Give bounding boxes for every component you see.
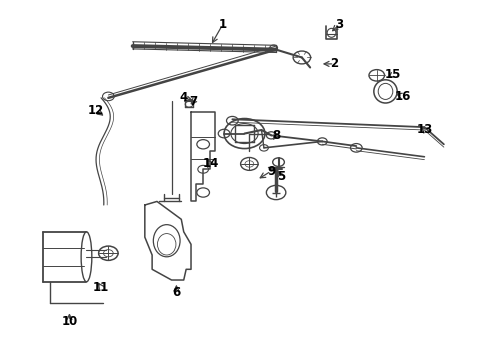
Text: 7: 7 (189, 95, 197, 108)
Text: 16: 16 (393, 90, 410, 103)
Text: 11: 11 (93, 281, 109, 294)
Text: 15: 15 (384, 68, 400, 81)
Text: 3: 3 (335, 18, 343, 31)
Text: 13: 13 (415, 123, 432, 136)
Text: 8: 8 (271, 129, 280, 142)
Circle shape (198, 165, 208, 173)
Ellipse shape (81, 232, 92, 282)
Text: 6: 6 (172, 286, 180, 299)
Text: 1: 1 (218, 18, 226, 31)
Text: 4: 4 (179, 91, 187, 104)
Text: 9: 9 (266, 165, 275, 177)
Circle shape (197, 140, 209, 149)
Text: 5: 5 (276, 170, 285, 183)
Text: 2: 2 (330, 57, 338, 71)
Text: 10: 10 (61, 315, 78, 328)
Text: 12: 12 (88, 104, 104, 117)
Circle shape (197, 188, 209, 197)
Text: 14: 14 (202, 157, 218, 170)
